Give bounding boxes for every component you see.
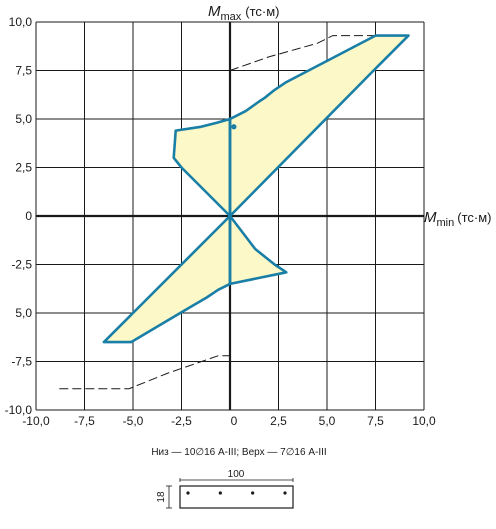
region-outline-3 <box>102 214 232 344</box>
y-tick-label: -10,0 <box>5 403 33 417</box>
x-tick-label: -7,5 <box>74 414 95 428</box>
dashed-envelope-line-1 <box>229 35 378 71</box>
dashed-envelope <box>59 35 378 390</box>
x-tick-label: 2,5 <box>270 414 287 428</box>
x-tick-label: -10,0 <box>22 414 50 428</box>
data-points <box>231 124 237 130</box>
y-tick-label: 7,5 <box>15 64 32 78</box>
x-axis-label: Mmin (тс·м) <box>424 209 491 229</box>
region-fill-4 <box>230 216 287 284</box>
y-tick-label: 0 <box>25 209 32 223</box>
reinforcement-note: Низ — 10∅16 А-III; Верх — 7∅16 А-III <box>151 447 326 458</box>
x-tick-label: 0 <box>231 414 238 428</box>
y-tick-label: 10,0 <box>9 15 33 29</box>
y-axis-label: Mmax (тс·м) <box>208 3 280 23</box>
rebar-dot <box>186 491 190 495</box>
y-tick-label: 5,0 <box>15 112 32 126</box>
y-tick-label: 5,0 <box>15 306 32 320</box>
x-axis-label-unit: (тс·м) <box>457 210 491 225</box>
dashed-envelope-line-2 <box>59 355 230 390</box>
y-axis-label-unit: (тс·м) <box>245 4 279 19</box>
y-axis-label-sub: max <box>221 11 242 23</box>
y-axis-label-main: M <box>208 3 221 20</box>
rebar-dot <box>251 491 255 495</box>
y-tick-label: 2,5 <box>15 161 32 175</box>
x-tick-label: 7,5 <box>367 414 384 428</box>
rebar-dot <box>218 491 222 495</box>
x-axis-label-main: M <box>424 209 437 226</box>
y-tick-label: -7,5 <box>11 355 32 369</box>
x-tick-label: -2,5 <box>171 414 192 428</box>
region-outline-1 <box>172 117 232 218</box>
y-tick-labels: -10,0 -7,5 5,0 -2,5 0 2,5 5,0 7,5 10,0 <box>5 15 33 417</box>
section-height-label: 18 <box>156 491 167 503</box>
cross-section-diagram: 100 18 <box>156 469 294 509</box>
region-fill-2 <box>230 35 409 216</box>
section-width-label: 100 <box>228 469 245 480</box>
x-axis-label-sub: min <box>437 217 455 229</box>
x-tick-label: -5,0 <box>123 414 144 428</box>
region-outline-4 <box>228 214 288 286</box>
section-outline <box>179 485 294 509</box>
region-outline-2 <box>228 34 410 218</box>
x-tick-labels: -10,0 -7,5 -5,0 -2,5 0 2,5 5,0 7,5 10,0 <box>22 414 436 428</box>
rebar-dots <box>186 491 287 495</box>
region-outlines <box>102 34 410 344</box>
y-tick-label: -2,5 <box>11 258 32 272</box>
rebar-dot <box>283 491 287 495</box>
x-tick-label: 5,0 <box>319 414 336 428</box>
region-fill-1 <box>173 119 230 216</box>
x-tick-label: 10,0 <box>412 414 436 428</box>
data-point <box>231 124 237 130</box>
